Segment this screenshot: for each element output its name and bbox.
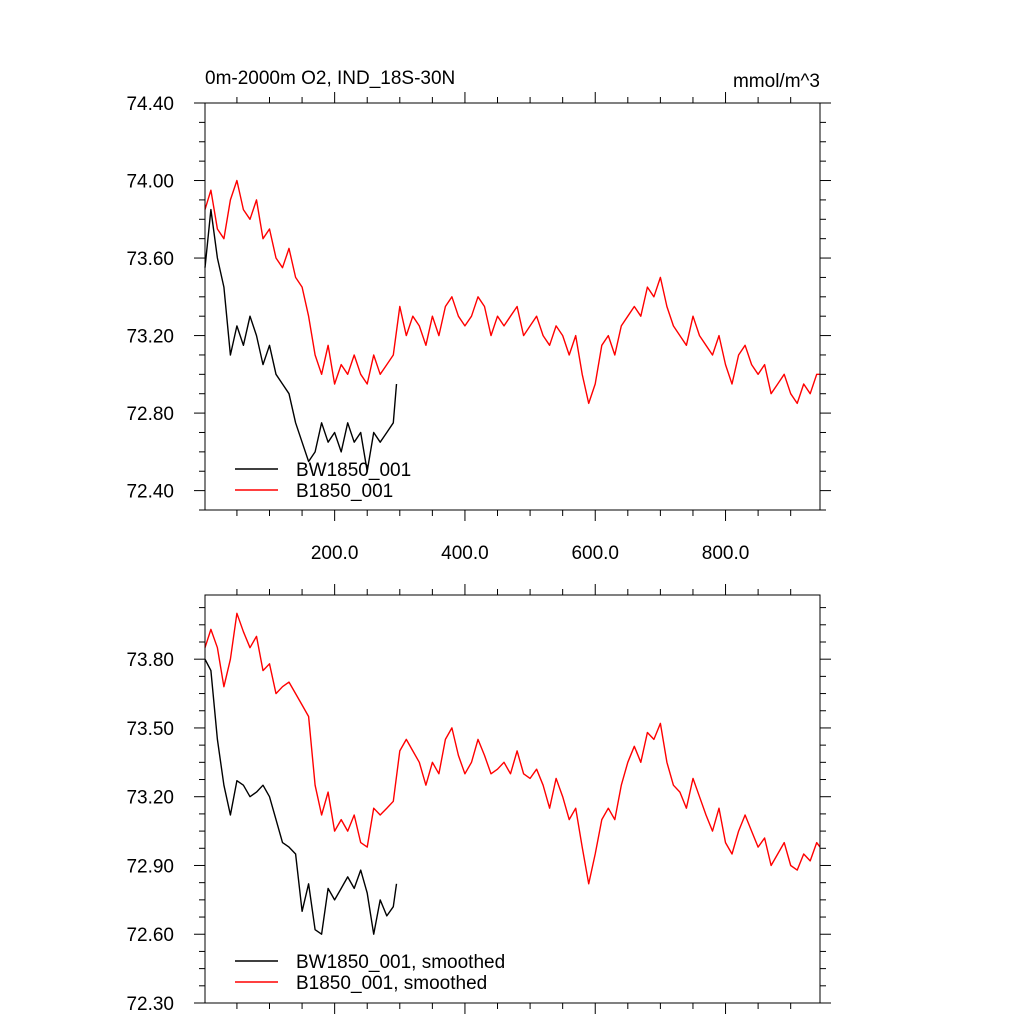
bottom-plot-frame	[204, 594, 821, 1004]
x-tick-label: 200.0	[311, 543, 359, 564]
legend-label: B1850_001, smoothed	[296, 973, 487, 994]
legend-label: BW1850_001	[296, 460, 411, 481]
top-panel-title: 0m-2000m O2, IND_18S-30N	[205, 68, 455, 89]
top-legend: BW1850_001 B1850_001	[235, 460, 411, 502]
x-tick-label: 400.0	[441, 543, 489, 564]
legend-label: B1850_001	[296, 481, 393, 502]
top-panel: 0m-2000m O2, IND_18S-30N mmol/m^3 200.0 4…	[126, 68, 831, 564]
y-tick-label: 72.60	[126, 925, 174, 946]
top-plot-frame	[204, 102, 821, 511]
y-tick-label: 72.80	[126, 404, 174, 425]
y-tick-label: 73.50	[126, 719, 174, 740]
series-line	[204, 658, 398, 935]
x-tick-label: 800.0	[702, 543, 750, 564]
y-tick-label: 74.40	[126, 94, 174, 115]
series-line	[204, 179, 820, 405]
legend-label: BW1850_001, smoothed	[296, 952, 505, 973]
y-tick-label: 73.80	[126, 650, 174, 671]
series-line	[204, 208, 398, 472]
x-tick-label: 600.0	[571, 543, 619, 564]
top-panel-units: mmol/m^3	[733, 71, 820, 92]
bottom-panel: 72.30 72.60 72.90 73.20 73.50 73.80 BW1850_00…	[126, 584, 831, 1015]
y-tick-label: 74.00	[126, 172, 174, 193]
y-tick-label: 72.40	[126, 482, 174, 503]
y-tick-label: 73.20	[126, 788, 174, 809]
bottom-legend: BW1850_001, smoothed B1850_001, smoothed	[235, 952, 505, 994]
y-tick-label: 73.60	[126, 249, 174, 270]
y-tick-label: 72.90	[126, 856, 174, 877]
y-tick-label: 72.30	[126, 994, 174, 1015]
series-line	[204, 612, 821, 885]
y-tick-label: 73.20	[126, 327, 174, 348]
